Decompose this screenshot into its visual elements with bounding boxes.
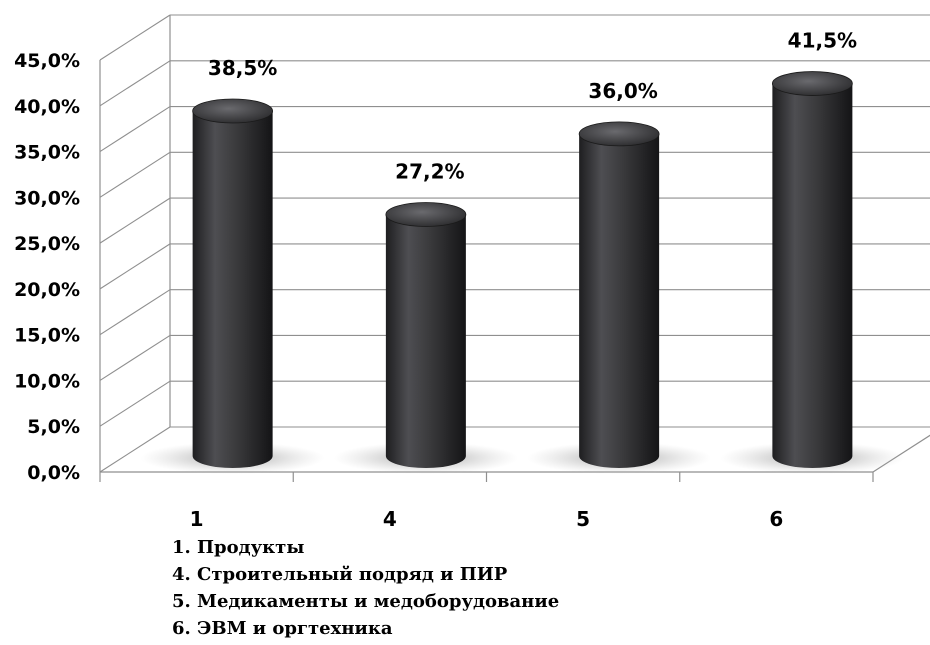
x-axis-ticks <box>99 472 874 482</box>
bar-body <box>192 111 273 468</box>
legend-item: 5. Медикаменты и медоборудование <box>172 591 560 612</box>
data-label: 38,5% <box>208 56 277 80</box>
bar-4 <box>333 202 518 474</box>
bar-top <box>192 98 274 124</box>
bar-body <box>772 83 853 469</box>
data-label: 41,5% <box>788 29 857 53</box>
bar-body <box>385 214 466 468</box>
gridline-diagonal <box>99 14 171 61</box>
gridline-diagonal <box>99 60 171 107</box>
y-tick-label: 10,0% <box>14 370 80 392</box>
bar-top <box>578 121 660 147</box>
y-tick-label: 15,0% <box>14 325 80 347</box>
gridline-diagonal <box>99 151 171 198</box>
gridline-diagonal <box>99 243 171 290</box>
data-label: 36,0% <box>588 79 657 103</box>
y-tick-label: 20,0% <box>14 279 80 301</box>
bars <box>140 71 905 474</box>
y-tick-label: 35,0% <box>14 142 80 164</box>
x-tick-label: 1 <box>190 507 204 530</box>
bar-6 <box>720 71 905 474</box>
y-tick-label: 45,0% <box>14 50 80 72</box>
category-labels: 1 4 5 6 <box>190 507 784 530</box>
y-axis-ticks: 0,0% 5,0% 10,0% 15,0% 20,0% 25,0% 30,0% 35,0% 40… <box>14 50 80 484</box>
gridline-diagonal <box>99 289 171 336</box>
legend-item: 4. Строительный подряд и ПИР <box>172 564 508 585</box>
data-labels: 38,5% 27,2% 36,0% 41,5% <box>208 29 857 184</box>
gridline-diagonal <box>99 197 171 244</box>
data-label: 27,2% <box>395 159 464 183</box>
bar-top <box>771 71 853 96</box>
x-tick-label: 6 <box>769 507 783 530</box>
bar-5 <box>527 121 712 474</box>
bar-chart: 0,0% 5,0% 10,0% 15,0% 20,0% 25,0% 30,0% 35,0% 40… <box>14 14 930 530</box>
x-tick-label: 5 <box>576 507 590 530</box>
gridline-diagonal <box>99 426 171 473</box>
legend-item: 1. Продукты <box>172 537 305 558</box>
gridline-diagonal <box>99 106 171 153</box>
bar-1 <box>140 98 325 474</box>
gridline-diagonal <box>99 380 171 427</box>
gridline-diagonal <box>99 334 171 381</box>
y-tick-label: 0,0% <box>27 462 80 484</box>
y-tick-label: 30,0% <box>14 187 80 209</box>
y-tick-label: 40,0% <box>14 96 80 118</box>
legend-item: 6. ЭВМ и оргтехника <box>172 618 393 639</box>
category-legend: 1. Продукты 4. Строительный подряд и ПИР 5… <box>172 534 559 642</box>
bar-top <box>385 202 467 227</box>
bar-body <box>579 133 660 468</box>
y-tick-label: 25,0% <box>14 233 80 255</box>
y-tick-label: 5,0% <box>27 416 80 438</box>
x-tick-label: 4 <box>383 507 397 530</box>
